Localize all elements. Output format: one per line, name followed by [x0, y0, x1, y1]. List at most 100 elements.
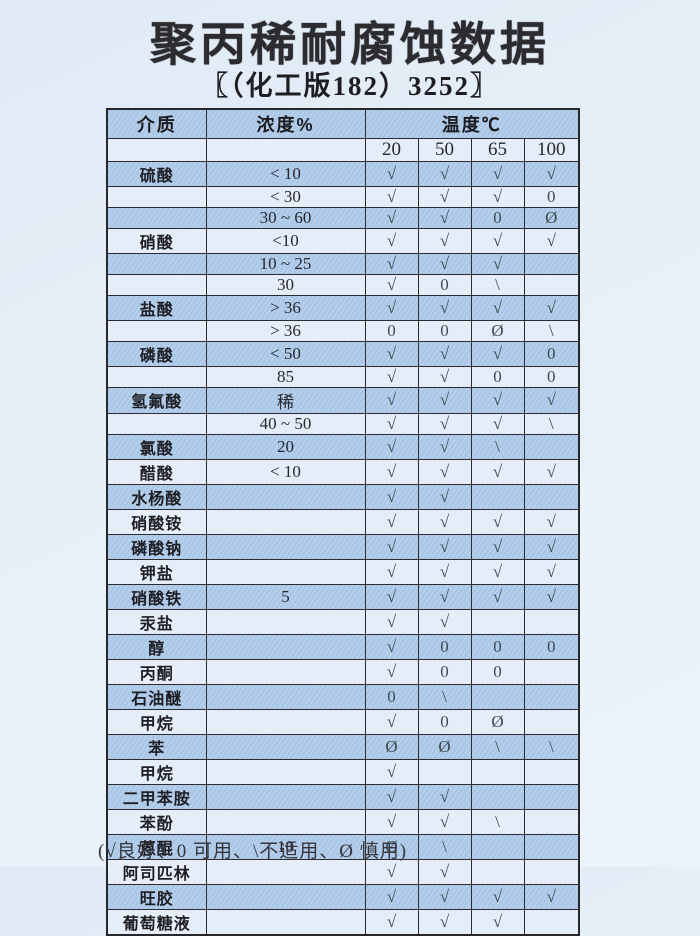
table-row: 二甲苯胺 √ √	[106, 783, 580, 810]
mark-cell: √	[364, 783, 419, 810]
page-subtitle: 〖（化工版182）3252〗	[201, 71, 499, 101]
mark-cell: √	[417, 783, 472, 810]
concentration-cell	[205, 633, 366, 660]
table-row: 盐酸 > 36 √ √ √ √	[106, 294, 580, 321]
mark-cell	[523, 858, 580, 885]
mark-cell: √	[364, 433, 419, 460]
table-row: 氢氟酸稀 √ √ √ √	[106, 386, 580, 414]
mark-cell: 0	[417, 708, 472, 735]
table-row: 蒽醌 10 Ø \	[106, 833, 580, 860]
mark-cell: √	[364, 633, 419, 660]
table-row: 硝酸 <10 √ √ √ √	[106, 227, 580, 254]
mark-cell: √	[417, 883, 472, 910]
medium-cell: 苯	[106, 733, 207, 760]
mark-cell: 0	[523, 365, 580, 388]
table-row: 30 √ 0 \	[106, 273, 580, 296]
concentration-cell	[205, 708, 366, 735]
mark-cell: √	[417, 206, 472, 229]
concentration-cell	[205, 783, 366, 810]
medium-cell: 汞盐	[106, 608, 207, 635]
medium-cell	[106, 206, 207, 229]
mark-cell: √	[470, 294, 525, 321]
mark-cell: √	[417, 433, 472, 460]
mark-cell	[470, 608, 525, 635]
mark-cell: √	[470, 458, 525, 485]
concentration-cell: <10	[205, 227, 366, 254]
table-row: 甲烷 √	[106, 758, 580, 785]
header-medium: 介质	[106, 108, 207, 139]
medium-cell	[106, 365, 207, 388]
mark-cell: √	[470, 340, 525, 367]
medium-cell: 二甲苯胺	[106, 783, 207, 810]
mark-cell: Ø	[364, 833, 419, 860]
mark-cell: 0	[470, 206, 525, 229]
medium-cell	[106, 319, 207, 342]
concentration-cell: < 50	[205, 340, 366, 367]
mark-cell: √	[417, 160, 472, 187]
mark-cell: √	[470, 252, 525, 275]
mark-cell: √	[470, 508, 525, 535]
table-row: 硫酸 < 10 √ √ √ √	[106, 160, 580, 187]
concentration-cell	[205, 733, 366, 760]
concentration-cell: 10 ~ 25	[205, 252, 366, 275]
medium-cell: 甲烷	[106, 708, 207, 735]
medium-cell	[106, 252, 207, 275]
concentration-cell	[205, 483, 366, 510]
mark-cell: 0	[364, 319, 419, 342]
medium-cell: 硝酸	[106, 227, 207, 254]
table-row: < 30 √ √ √ 0	[106, 185, 580, 208]
mark-cell	[470, 783, 525, 810]
medium-cell: 硫酸	[106, 160, 207, 187]
mark-cell: √	[417, 558, 472, 585]
mark-cell	[523, 758, 580, 785]
mark-cell: \	[470, 433, 525, 460]
mark-cell: \	[523, 733, 580, 760]
mark-cell: √	[523, 386, 580, 414]
mark-cell: √	[417, 583, 472, 610]
mark-cell: √	[470, 533, 525, 560]
medium-cell	[106, 185, 207, 208]
header-temperature: 温度℃	[364, 108, 580, 139]
mark-cell: √	[523, 160, 580, 187]
mark-cell: 0	[417, 273, 472, 296]
concentration-cell: 40 ~ 50	[205, 412, 366, 435]
mark-cell: √	[417, 908, 472, 935]
table-row: 磷酸 < 50 √ √ √ 0	[106, 340, 580, 367]
medium-cell: 硝酸铁	[106, 583, 207, 610]
mark-cell: √	[470, 558, 525, 585]
mark-cell: √	[523, 294, 580, 321]
mark-cell: 0	[523, 185, 580, 208]
mark-cell: √	[523, 227, 580, 254]
mark-cell	[470, 833, 525, 860]
mark-cell: √	[523, 508, 580, 535]
empty-header-cell	[205, 137, 366, 162]
mark-cell: √	[364, 583, 419, 610]
page-title: 聚丙稀耐腐蚀数据	[150, 18, 550, 70]
medium-cell	[106, 412, 207, 435]
mark-cell: √	[470, 412, 525, 435]
mark-cell: 0	[470, 658, 525, 685]
mark-cell: √	[364, 883, 419, 910]
mark-cell: √	[470, 386, 525, 414]
mark-cell: √	[470, 185, 525, 208]
mark-cell: √	[417, 483, 472, 510]
mark-cell: √	[417, 365, 472, 388]
table-row: 40 ~ 50 √ √ √ \	[106, 412, 580, 435]
mark-cell: 0	[523, 340, 580, 367]
concentration-cell: > 36	[205, 294, 366, 321]
mark-cell: √	[364, 458, 419, 485]
mark-cell	[523, 783, 580, 810]
mark-cell: √	[364, 658, 419, 685]
mark-cell: √	[364, 252, 419, 275]
table-row: 葡萄糖液 √ √ √	[106, 908, 580, 935]
concentration-cell	[205, 908, 366, 935]
mark-cell: √	[364, 483, 419, 510]
mark-cell: √	[364, 386, 419, 414]
mark-cell: √	[364, 412, 419, 435]
mark-cell: 0	[417, 633, 472, 660]
legend-text: (√良好、0 可用、\不适用、Ø 慎用)	[98, 841, 408, 862]
concentration-cell: 5	[205, 583, 366, 610]
mark-cell: Ø	[364, 733, 419, 760]
medium-cell: 硝酸铵	[106, 508, 207, 535]
mark-cell: 0	[417, 319, 472, 342]
